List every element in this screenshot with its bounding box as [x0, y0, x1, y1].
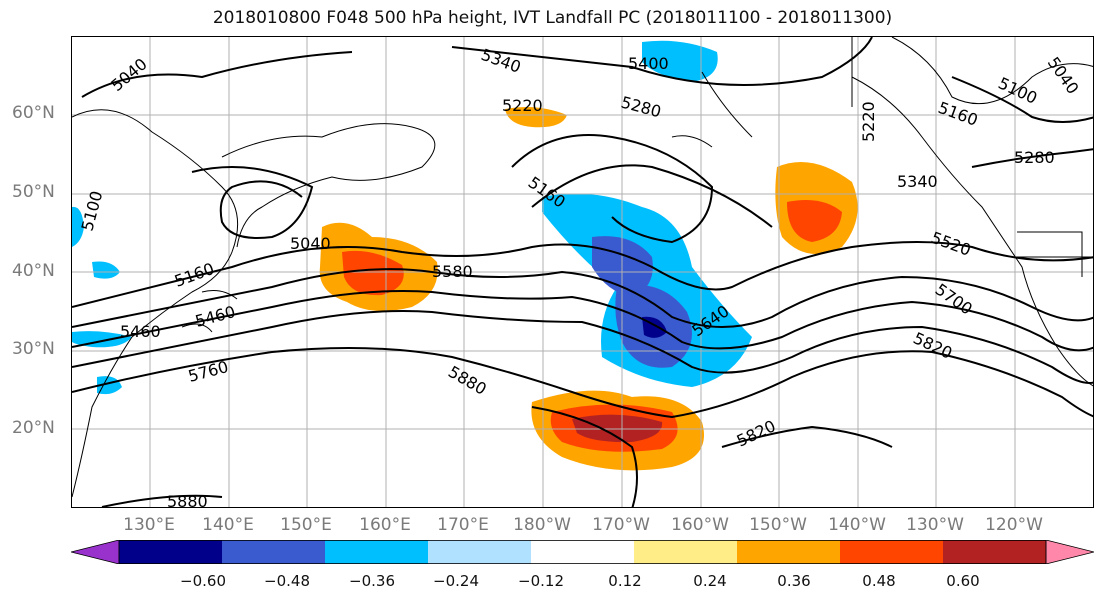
contour-label: 5580	[432, 262, 473, 281]
map-panel: 5040 5340 5400 5220 5280 5160 5100 5040 …	[71, 36, 1094, 508]
colorbar-segment	[737, 540, 840, 564]
contour-label: 5280	[619, 93, 663, 122]
contour-label: 5340	[897, 172, 938, 191]
colorbar-svg	[70, 539, 1095, 565]
ivt-shading	[72, 40, 858, 471]
colorbar-extend-min	[70, 539, 120, 565]
colorbar-tick-label: −0.24	[433, 572, 479, 590]
colorbar-segment	[222, 540, 325, 564]
lat-label-50n: 50°N	[12, 182, 55, 202]
lat-label-60n: 60°N	[12, 103, 55, 123]
colorbar	[70, 539, 1095, 565]
contour-label: 5040	[107, 54, 150, 95]
contour-label: 5100	[995, 73, 1040, 107]
lon-label-160w: 160°W	[671, 515, 729, 535]
lon-label-150w: 150°W	[749, 515, 807, 535]
ivt-positive-peak	[572, 414, 663, 443]
colorbar-segment	[325, 540, 428, 564]
lon-label-140w: 140°W	[828, 515, 886, 535]
graticule	[72, 37, 1093, 507]
colorbar-segment	[840, 540, 943, 564]
colorbar-tick-label: −0.48	[264, 572, 310, 590]
lon-label-150e: 150°E	[280, 515, 332, 535]
contour-label: 5280	[1014, 148, 1055, 167]
contour-label: 5820	[734, 416, 779, 450]
colorbar-extend-max	[1045, 539, 1095, 565]
colorbar-tick-label: −0.12	[518, 572, 564, 590]
map-canvas: 5040 5340 5400 5220 5280 5160 5100 5040 …	[72, 37, 1093, 508]
colorbar-segment	[634, 540, 737, 564]
ivt-negative-region	[92, 261, 120, 279]
colorbar-tick-label: 0.60	[946, 572, 980, 590]
ivt-positive-region	[505, 107, 567, 128]
lon-label-160e: 160°E	[359, 515, 411, 535]
ivt-positive-core	[787, 199, 842, 242]
contour-label: 5520	[929, 228, 974, 260]
contour-label: 5820	[910, 328, 955, 362]
lat-label-20n: 20°N	[12, 418, 55, 438]
colorbar-segment	[119, 540, 222, 564]
colorbar-segment	[943, 540, 1046, 564]
lon-label-180w: 180°W	[513, 515, 571, 535]
ivt-negative-region	[642, 40, 718, 82]
colorbar-tick-label: 0.12	[608, 572, 642, 590]
contour-label: 5880	[167, 492, 208, 508]
height-contours	[72, 37, 1093, 507]
lat-label-30n: 30°N	[12, 339, 55, 359]
contour-label: 5340	[479, 45, 524, 77]
ivt-negative-region	[72, 206, 84, 247]
contour-label: 5160	[936, 98, 981, 130]
contour-label: 5760	[186, 357, 230, 386]
contour-label: 5100	[78, 189, 107, 233]
contour-label: 5040	[1044, 53, 1083, 97]
contour-label: 5220	[859, 101, 878, 142]
lon-label-130w: 130°W	[906, 515, 964, 535]
map-title: 2018010800 F048 500 hPa height, IVT Land…	[212, 8, 893, 28]
colorbar-tick-label: −0.36	[349, 572, 395, 590]
colorbar-segment	[531, 540, 634, 564]
contour-label: 5460	[120, 322, 161, 341]
coastlines	[72, 37, 1093, 498]
lat-label-40n: 40°N	[12, 261, 55, 281]
lon-label-120w: 120°W	[985, 515, 1043, 535]
colorbar-outline	[118, 540, 1047, 565]
contour-label: 5040	[290, 234, 331, 253]
contour-label: 5160	[172, 259, 217, 291]
contour-label: 5880	[445, 362, 490, 399]
lon-label-130e: 130°E	[123, 515, 175, 535]
colorbar-tick-label: 0.48	[862, 572, 896, 590]
lon-label-170w: 170°W	[592, 515, 650, 535]
colorbar-segment	[428, 540, 531, 564]
colorbar-tick-label: 0.36	[777, 572, 811, 590]
lon-label-170e: 170°E	[437, 515, 489, 535]
colorbar-tick-label: −0.60	[180, 572, 226, 590]
contour-label: 5460	[193, 302, 237, 331]
contour-label: 5220	[502, 96, 543, 115]
contour-label: 5400	[628, 54, 669, 73]
colorbar-tick-label: 0.24	[693, 572, 727, 590]
ivt-positive-core	[342, 250, 404, 296]
contour-label: 5700	[932, 280, 976, 319]
lon-label-140e: 140°E	[202, 515, 254, 535]
